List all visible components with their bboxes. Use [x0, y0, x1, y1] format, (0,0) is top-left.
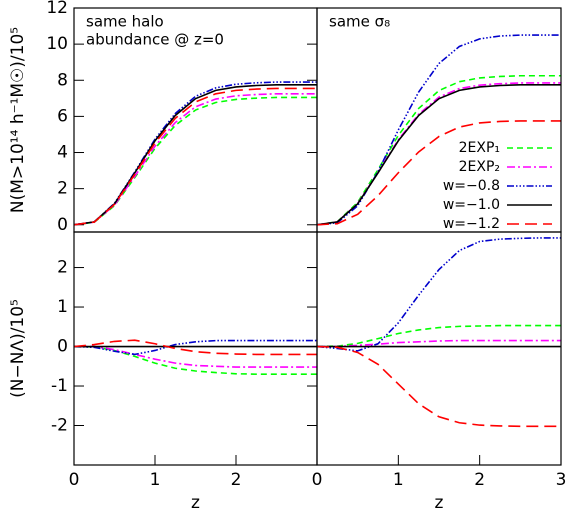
y-axis-label: N(M>10¹⁴ h⁻¹M☉)/10⁵	[8, 27, 28, 213]
y-tick-label: -1	[51, 376, 68, 396]
series-line	[317, 345, 561, 428]
annotation: same halo	[86, 13, 164, 31]
legend-label: 2EXP₂	[459, 159, 500, 175]
panel-frame	[316, 231, 562, 466]
series-line	[74, 81, 317, 226]
y-tick-label: -2	[51, 416, 68, 436]
series-line	[74, 96, 317, 226]
y-tick-label: 0	[57, 215, 68, 235]
y-tick-label: 12	[46, 0, 68, 18]
y-tick-label: 2	[57, 258, 68, 278]
x-tick-label: 0	[69, 470, 80, 490]
y-tick-label: 8	[57, 70, 68, 90]
series-line	[74, 339, 317, 356]
panel-frame	[316, 7, 562, 233]
y-tick-label: 6	[57, 106, 68, 126]
series-line	[74, 339, 317, 356]
y-tick-label: 2	[57, 179, 68, 199]
x-tick-label: 1	[393, 470, 404, 490]
x-tick-label: 0	[312, 470, 323, 490]
series-line	[317, 120, 561, 226]
y-tick-label: 0	[57, 337, 68, 357]
series-line	[317, 83, 561, 226]
series-line	[74, 87, 317, 226]
series-line	[317, 237, 561, 352]
series-line	[74, 345, 317, 368]
series-line	[74, 83, 317, 226]
series-line	[317, 82, 561, 226]
series-line	[74, 93, 317, 226]
legend-label: w=−0.8	[443, 178, 500, 194]
annotation: same σ₈	[329, 13, 390, 31]
y-axis-label: (N−NΛ)/10⁵	[8, 299, 28, 398]
annotation: abundance @ z=0	[86, 31, 224, 49]
x-axis-label: z	[191, 493, 200, 513]
series-line	[317, 34, 561, 226]
series-line	[317, 339, 561, 348]
x-axis-label: z	[435, 493, 444, 513]
y-tick-label: 4	[57, 143, 68, 163]
series-line	[317, 74, 561, 226]
x-tick-label: 1	[150, 470, 161, 490]
x-tick-label: 3	[556, 470, 567, 490]
y-tick-label: 1	[57, 297, 68, 317]
x-tick-label: 2	[231, 470, 242, 490]
legend-label: 2EXP₁	[459, 140, 500, 156]
y-tick-label: 10	[46, 34, 68, 54]
series-line	[317, 324, 561, 348]
legend-label: w=−1.0	[443, 197, 500, 213]
x-tick-label: 2	[474, 470, 485, 490]
legend-label: w=−1.2	[443, 216, 500, 232]
